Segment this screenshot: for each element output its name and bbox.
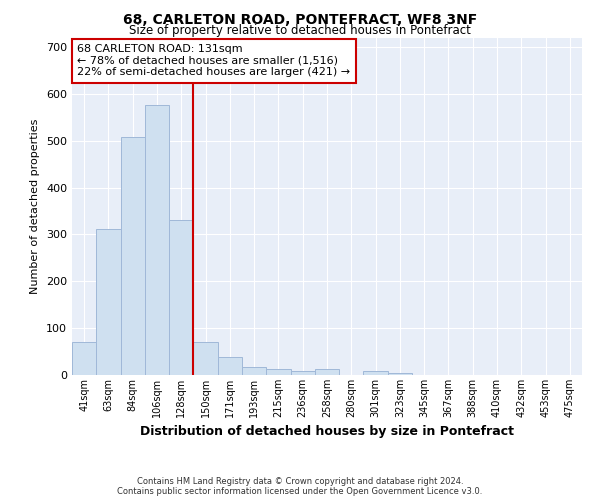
Bar [193, 342, 218, 375]
Text: 68 CARLETON ROAD: 131sqm
← 78% of detached houses are smaller (1,516)
22% of sem: 68 CARLETON ROAD: 131sqm ← 78% of detach… [77, 44, 350, 78]
Bar [290, 371, 315, 375]
Text: 68, CARLETON ROAD, PONTEFRACT, WF8 3NF: 68, CARLETON ROAD, PONTEFRACT, WF8 3NF [123, 12, 477, 26]
Bar [242, 366, 266, 375]
X-axis label: Distribution of detached houses by size in Pontefract: Distribution of detached houses by size … [140, 426, 514, 438]
Bar [315, 370, 339, 375]
Y-axis label: Number of detached properties: Number of detached properties [31, 118, 40, 294]
Bar [145, 106, 169, 375]
Bar [364, 371, 388, 375]
Bar [121, 137, 145, 375]
Text: Size of property relative to detached houses in Pontefract: Size of property relative to detached ho… [129, 24, 471, 37]
Bar [96, 229, 121, 375]
Bar [169, 220, 193, 375]
Bar [218, 357, 242, 375]
Text: Contains HM Land Registry data © Crown copyright and database right 2024.
Contai: Contains HM Land Registry data © Crown c… [118, 476, 482, 496]
Bar [388, 372, 412, 375]
Bar [266, 370, 290, 375]
Bar [72, 342, 96, 375]
